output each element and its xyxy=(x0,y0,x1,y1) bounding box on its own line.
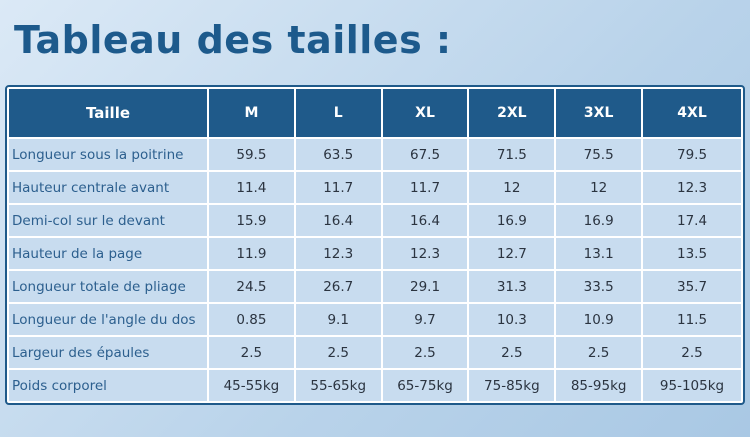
table-cell: 10.3 xyxy=(469,304,555,335)
table-cell: 2.5 xyxy=(469,337,555,368)
table-cell: 35.7 xyxy=(643,271,741,302)
table-cell: 13.5 xyxy=(643,238,741,269)
table-cell: 59.5 xyxy=(209,139,294,170)
table-cell: 2.5 xyxy=(295,337,381,368)
table-row: Hauteur centrale avant 11.4 11.7 11.7 12 12 12… xyxy=(9,172,741,203)
table-cell: 75-85kg xyxy=(469,370,555,401)
table-cell: 12.3 xyxy=(643,172,741,203)
table-row: Longueur totale de pliage 24.5 26.7 29.1 31.… xyxy=(9,271,741,302)
table-row: Longueur sous la poitrine 59.5 63.5 67.5 71.… xyxy=(9,139,741,170)
row-label: Largeur des épaules xyxy=(9,337,207,368)
table-cell: 79.5 xyxy=(643,139,741,170)
table-cell: 10.9 xyxy=(556,304,642,335)
table-cell: 12.3 xyxy=(382,238,468,269)
table-cell: 12.7 xyxy=(469,238,555,269)
table-cell: 9.7 xyxy=(382,304,468,335)
table-row: Demi-col sur le devant 15.9 16.4 16.4 16.9 16… xyxy=(9,205,741,236)
row-label: Longueur sous la poitrine xyxy=(9,139,207,170)
table-cell: 11.5 xyxy=(643,304,741,335)
table-cell: 55-65kg xyxy=(295,370,381,401)
table-cell: 12 xyxy=(469,172,555,203)
table-cell: 11.9 xyxy=(209,238,294,269)
table-cell: 71.5 xyxy=(469,139,555,170)
header-cell: 2XL xyxy=(469,89,555,137)
page-title: Tableau des tailles : xyxy=(14,18,452,62)
table-cell: 11.7 xyxy=(382,172,468,203)
table-cell: 12.3 xyxy=(295,238,381,269)
size-table: Taille M L XL 2XL 3XL 4XL Longueur sous la poi… xyxy=(5,85,745,405)
table-cell: 2.5 xyxy=(209,337,294,368)
table-cell: 75.5 xyxy=(556,139,642,170)
table-cell: 85-95kg xyxy=(556,370,642,401)
table-cell: 45-55kg xyxy=(209,370,294,401)
table-cell: 29.1 xyxy=(382,271,468,302)
row-label: Hauteur de la page xyxy=(9,238,207,269)
table-cell: 95-105kg xyxy=(643,370,741,401)
table-cell: 16.4 xyxy=(295,205,381,236)
table-cell: 15.9 xyxy=(209,205,294,236)
table-cell: 2.5 xyxy=(556,337,642,368)
table-cell: 16.9 xyxy=(556,205,642,236)
row-label: Poids corporel xyxy=(9,370,207,401)
table-cell: 11.4 xyxy=(209,172,294,203)
table-row: Hauteur de la page 11.9 12.3 12.3 12.7 13.1 13… xyxy=(9,238,741,269)
table-cell: 17.4 xyxy=(643,205,741,236)
header-cell: Taille xyxy=(9,89,207,137)
table-row: Largeur des épaules 2.5 2.5 2.5 2.5 2.5 2.5 xyxy=(9,337,741,368)
table-cell: 26.7 xyxy=(295,271,381,302)
row-label: Hauteur centrale avant xyxy=(9,172,207,203)
table-row: Poids corporel 45-55kg 55-65kg 65-75kg 75-85… xyxy=(9,370,741,401)
table-cell: 65-75kg xyxy=(382,370,468,401)
table-cell: 13.1 xyxy=(556,238,642,269)
header-cell: M xyxy=(209,89,294,137)
table-body: Longueur sous la poitrine 59.5 63.5 67.5 71.… xyxy=(9,139,741,401)
row-label: Longueur de l'angle du dos xyxy=(9,304,207,335)
table-cell: 16.9 xyxy=(469,205,555,236)
table-cell: 16.4 xyxy=(382,205,468,236)
header-row: Taille M L XL 2XL 3XL 4XL xyxy=(9,89,741,137)
table-cell: 2.5 xyxy=(643,337,741,368)
table-cell: 0.85 xyxy=(209,304,294,335)
table-cell: 67.5 xyxy=(382,139,468,170)
table-cell: 2.5 xyxy=(382,337,468,368)
header-cell: XL xyxy=(382,89,468,137)
table-cell: 9.1 xyxy=(295,304,381,335)
table-row: Longueur de l'angle du dos 0.85 9.1 9.7 10.3… xyxy=(9,304,741,335)
table-cell: 24.5 xyxy=(209,271,294,302)
table-cell: 63.5 xyxy=(295,139,381,170)
header-cell: 3XL xyxy=(556,89,642,137)
row-label: Demi-col sur le devant xyxy=(9,205,207,236)
table-cell: 33.5 xyxy=(556,271,642,302)
header-cell: 4XL xyxy=(643,89,741,137)
table-cell: 12 xyxy=(556,172,642,203)
row-label: Longueur totale de pliage xyxy=(9,271,207,302)
header-cell: L xyxy=(295,89,381,137)
table-cell: 31.3 xyxy=(469,271,555,302)
table-cell: 11.7 xyxy=(295,172,381,203)
